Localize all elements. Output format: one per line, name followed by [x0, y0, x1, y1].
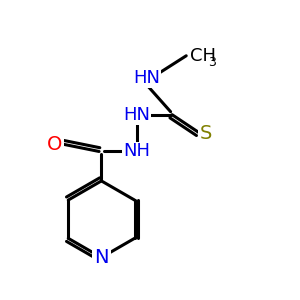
Text: NH: NH [123, 142, 150, 160]
Text: N: N [94, 248, 109, 267]
Text: HN: HN [134, 69, 160, 87]
Text: CH: CH [190, 47, 216, 65]
Text: S: S [200, 124, 212, 143]
Text: 3: 3 [208, 56, 216, 69]
Text: O: O [46, 135, 62, 154]
Text: HN: HN [123, 106, 150, 124]
